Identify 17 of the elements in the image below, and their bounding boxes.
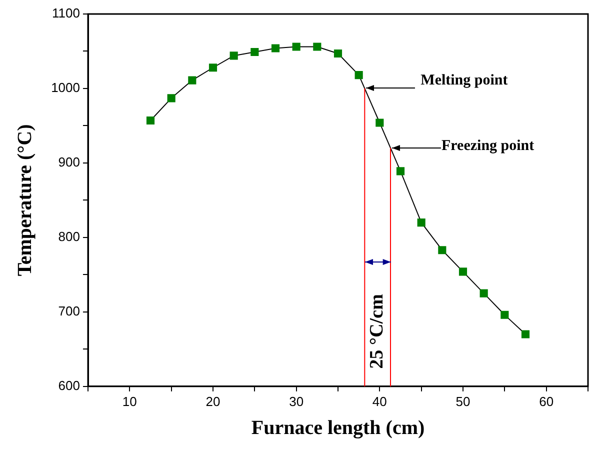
y-tick-label: 900: [58, 154, 80, 170]
x-tick-label: 10: [122, 394, 137, 409]
y-tick-label: 800: [58, 229, 80, 244]
annotation: 25 °C/cm: [366, 294, 388, 369]
x-tick-label: 20: [206, 394, 220, 409]
annotation: Freezing point: [442, 138, 534, 154]
y-tick-label: 1100: [52, 6, 80, 21]
x-tick-label: 30: [289, 394, 304, 409]
x-tick-label: 40: [372, 394, 387, 409]
x-axis-title: Furnace length (cm): [251, 417, 425, 440]
y-tick-label: 600: [58, 378, 80, 393]
y-tick-label: 1000: [51, 80, 80, 96]
x-tick-label: 60: [539, 394, 554, 409]
y-tick-label: 700: [58, 304, 80, 318]
annotation: Melting point: [420, 72, 508, 88]
x-tick-label: 50: [456, 394, 470, 409]
y-axis-title: Temperature (°C): [14, 124, 36, 276]
